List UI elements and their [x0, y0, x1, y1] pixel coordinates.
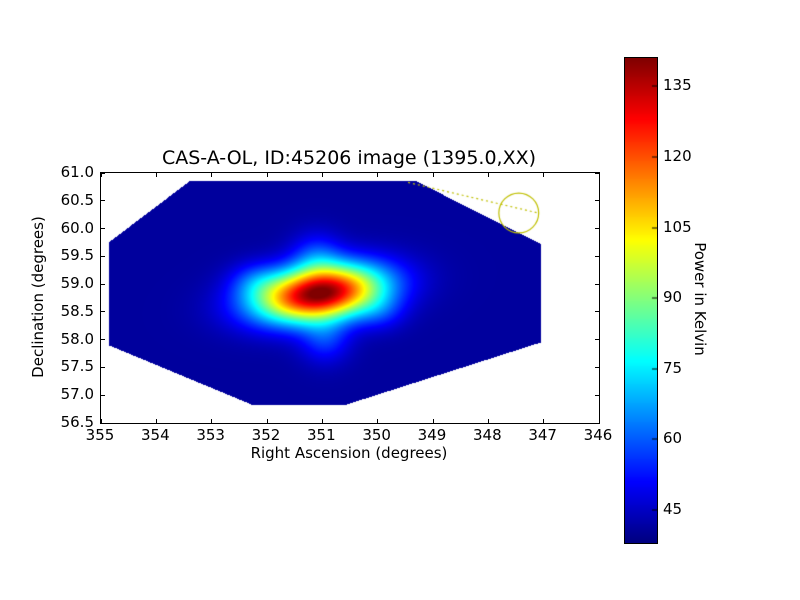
- plot-area: [100, 172, 600, 424]
- x-tick-label: 353: [196, 426, 225, 444]
- y-tick-label: 57.5: [60, 357, 94, 376]
- tick-mark: [598, 419, 600, 423]
- y-axis-label: Declination (degrees): [29, 216, 47, 378]
- y-tick-label: 56.5: [60, 413, 94, 431]
- tick-mark: [101, 366, 105, 368]
- tick-mark: [101, 200, 105, 202]
- y-tick-label: 60.5: [60, 190, 94, 209]
- tick-mark: [432, 419, 434, 423]
- x-tick-label: 355: [85, 426, 115, 444]
- tick-mark: [543, 419, 545, 423]
- tick-mark: [101, 172, 105, 174]
- x-tick-label: 351: [307, 426, 336, 444]
- colorbar-gradient: [625, 58, 657, 543]
- tick-mark: [101, 394, 105, 396]
- tick-mark: [595, 228, 599, 230]
- tick-mark: [595, 283, 599, 285]
- tick-mark: [595, 255, 599, 257]
- tick-mark: [543, 173, 545, 177]
- tick-mark: [595, 172, 599, 174]
- tick-mark: [101, 255, 105, 257]
- colorbar-tick-label: 60: [663, 429, 683, 448]
- tick-mark: [100, 173, 102, 177]
- x-tick-label: 352: [251, 426, 281, 444]
- colorbar-tick-label: 135: [663, 76, 692, 95]
- x-axis-label: Right Ascension (degrees): [250, 444, 448, 462]
- tick-mark: [101, 339, 105, 341]
- colorbar: [624, 57, 658, 544]
- colorbar-label: Power in Kelvin: [691, 242, 709, 356]
- tick-mark: [101, 283, 105, 285]
- y-tick-label: 60.0: [60, 218, 94, 237]
- tick-mark: [377, 419, 379, 423]
- x-tick-label: 348: [473, 426, 502, 444]
- colorbar-tick-label: 75: [663, 358, 683, 377]
- tick-mark: [487, 419, 489, 423]
- tick-mark: [377, 173, 379, 177]
- colorbar-tick-label: 45: [663, 500, 683, 519]
- colorbar-tick-label: 90: [663, 288, 683, 307]
- tick-mark: [595, 339, 599, 341]
- tick-mark: [595, 394, 599, 396]
- y-tick-label: 58.5: [60, 301, 94, 320]
- tick-mark: [487, 173, 489, 177]
- tick-mark: [432, 173, 434, 177]
- y-tick-label: 59.0: [60, 274, 94, 293]
- tick-mark: [155, 419, 157, 423]
- tick-mark: [101, 311, 105, 313]
- tick-mark: [595, 366, 599, 368]
- tick-mark: [101, 228, 105, 230]
- y-tick-label: 58.0: [60, 329, 94, 348]
- y-tick-label: 59.5: [60, 246, 94, 265]
- tick-mark: [595, 200, 599, 202]
- x-tick-label: 347: [528, 426, 557, 444]
- x-tick-label: 346: [583, 426, 613, 444]
- y-tick-label: 61.0: [60, 163, 94, 181]
- tick-mark: [155, 173, 157, 177]
- heatmap-image: [101, 173, 599, 423]
- x-tick-label: 349: [417, 426, 447, 444]
- y-tick-label: 57.0: [60, 385, 94, 404]
- tick-mark: [598, 173, 600, 177]
- tick-mark: [321, 419, 323, 423]
- colorbar-tick-label: 105: [663, 217, 692, 236]
- tick-mark: [100, 419, 102, 423]
- tick-mark: [266, 419, 268, 423]
- plot-title: CAS-A-OL, ID:45206 image (1395.0,XX): [161, 147, 537, 169]
- tick-mark: [211, 173, 213, 177]
- colorbar-tick-label: 120: [663, 146, 692, 165]
- tick-mark: [211, 419, 213, 423]
- x-tick-label: 350: [362, 426, 391, 444]
- tick-mark: [101, 422, 105, 424]
- tick-mark: [321, 173, 323, 177]
- x-tick-label: 354: [141, 426, 170, 444]
- tick-mark: [595, 311, 599, 313]
- tick-mark: [595, 422, 599, 424]
- tick-mark: [266, 173, 268, 177]
